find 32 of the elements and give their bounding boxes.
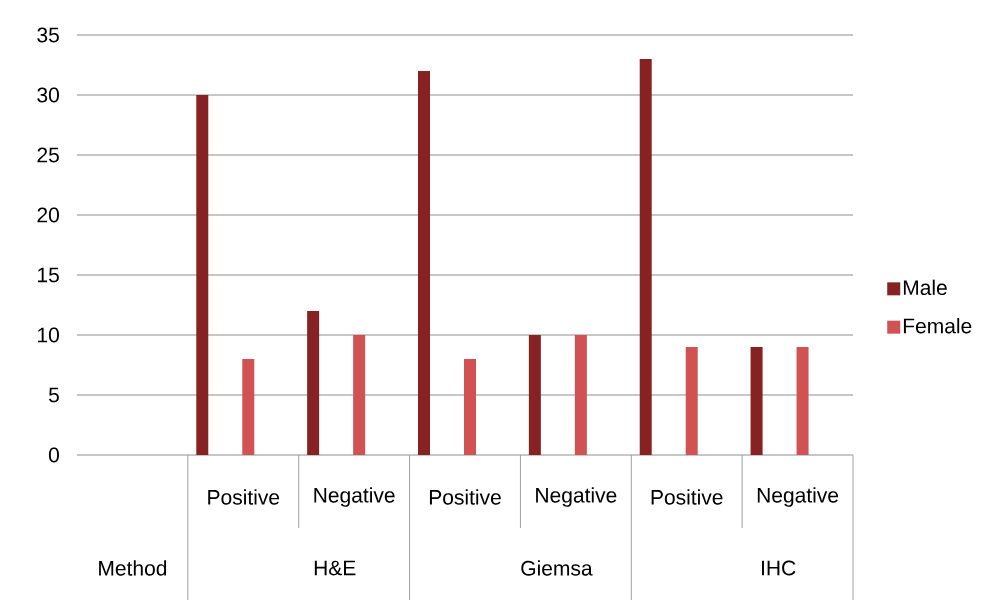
x-tick-label: Positive	[651, 489, 723, 505]
y-tick-label: 0	[48, 447, 59, 463]
y-tick-label: 5	[48, 387, 59, 403]
text: H&E	[314, 560, 356, 576]
bar	[574, 335, 587, 456]
text: Method	[99, 560, 167, 576]
bar	[685, 347, 698, 456]
x-tick-label: Positive	[429, 489, 501, 505]
y-tick-label: 30	[37, 87, 59, 103]
y-tick-label: 15	[38, 267, 59, 283]
legend-label: Female	[903, 318, 972, 334]
text: Giemsa	[521, 560, 593, 576]
y-tick-label: 25	[37, 147, 59, 163]
bar	[353, 335, 366, 456]
y-tick-label: 35	[37, 27, 59, 43]
text: IHC	[762, 560, 796, 576]
bar	[242, 359, 255, 456]
y-tick-label: 20	[37, 207, 59, 223]
x-tick-label: Negative	[757, 487, 839, 507]
y-tick-label: 10	[38, 327, 59, 343]
bar	[639, 59, 652, 456]
bar	[307, 311, 320, 456]
bar	[796, 347, 809, 456]
x-tick-label: Positive	[208, 489, 280, 505]
bar	[196, 95, 209, 456]
x-tick-label: Negative	[536, 487, 617, 507]
bar	[528, 335, 541, 456]
x-tick-label: Negative	[314, 487, 395, 507]
bar	[418, 71, 430, 456]
bar	[464, 359, 476, 456]
legend-label: Male	[903, 279, 947, 296]
bar	[750, 347, 763, 456]
